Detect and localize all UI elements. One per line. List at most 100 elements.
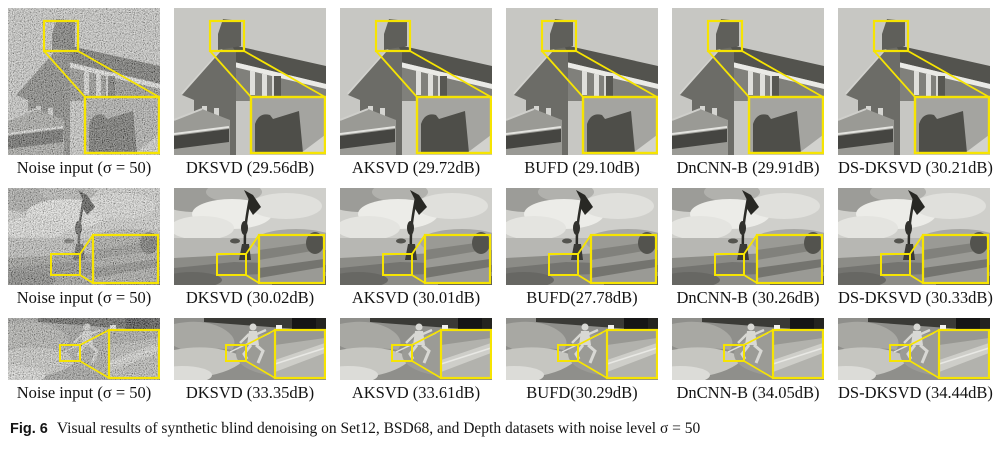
panel-label: DKSVD (33.35dB) bbox=[185, 383, 315, 402]
panel-label: BUFD (29.10dB) bbox=[524, 158, 640, 177]
zoom-connector-line bbox=[577, 329, 608, 346]
figure-panel: BUFD(27.78dB) bbox=[506, 188, 658, 307]
zoom-connector-line bbox=[743, 234, 758, 255]
zoom-region-rect bbox=[225, 344, 247, 362]
figure-panel: Noise input (σ = 50) bbox=[8, 188, 160, 307]
zoom-connector-line bbox=[577, 360, 608, 379]
denoising-result-image bbox=[672, 318, 824, 380]
zoom-region-rect bbox=[208, 19, 246, 53]
zoom-connector-line bbox=[79, 234, 94, 255]
zoom-connector-line bbox=[243, 50, 326, 98]
zoom-region-rect bbox=[548, 253, 579, 276]
denoising-result-image bbox=[506, 8, 658, 155]
zoom-connector-line bbox=[411, 274, 426, 284]
panel-label: AKSVD (30.01dB) bbox=[351, 288, 481, 307]
denoising-result-image bbox=[174, 188, 326, 285]
zoom-connector-line bbox=[43, 50, 86, 98]
zoom-connector-line bbox=[541, 50, 584, 98]
panel-label: Noise input (σ = 50) bbox=[16, 288, 152, 307]
denoising-result-image bbox=[838, 318, 990, 380]
zoom-inset-box bbox=[771, 328, 824, 380]
zoom-inset-box bbox=[755, 233, 824, 285]
zoom-region-rect bbox=[50, 253, 81, 276]
zoom-connector-line bbox=[909, 274, 924, 284]
figure-panel: DnCNN-B (34.05dB) bbox=[672, 318, 824, 402]
figure-panel: DS-DKSVD (30.21dB) bbox=[838, 8, 993, 177]
zoom-connector-line bbox=[245, 234, 260, 255]
zoom-region-rect bbox=[59, 344, 81, 362]
panel-label: Noise input (σ = 50) bbox=[16, 383, 152, 402]
zoom-inset-box bbox=[423, 233, 492, 285]
zoom-region-rect bbox=[880, 253, 911, 276]
bird-image-svg bbox=[340, 188, 492, 285]
zoom-connector-line bbox=[873, 50, 916, 98]
panel-label: AKSVD (33.61dB) bbox=[351, 383, 481, 402]
zoom-inset-box bbox=[937, 328, 990, 380]
figure-panel: AKSVD (33.61dB) bbox=[340, 318, 492, 402]
zoom-connector-line bbox=[245, 329, 276, 346]
zoom-connector-line bbox=[411, 360, 442, 379]
figure-row-bird: Noise input (σ = 50) DKSVD (30.02dB) AKS… bbox=[8, 188, 993, 307]
denoising-result-image bbox=[340, 318, 492, 380]
denoising-result-image bbox=[8, 318, 160, 380]
zoom-connector-line bbox=[411, 329, 442, 346]
denoising-result-image bbox=[174, 8, 326, 155]
zoom-region-rect bbox=[382, 253, 413, 276]
zoom-inset-box bbox=[415, 95, 492, 155]
house-image-svg bbox=[838, 8, 990, 155]
panel-label: Noise input (σ = 50) bbox=[16, 158, 152, 177]
zoom-connector-line bbox=[79, 329, 110, 346]
zoom-region-rect bbox=[889, 344, 911, 362]
panel-label: DS-DKSVD (30.33dB) bbox=[838, 288, 993, 307]
zoom-connector-line bbox=[909, 234, 924, 255]
figure-caption: Fig. 6 Visual results of synthetic blind … bbox=[8, 420, 990, 438]
denoising-result-image bbox=[838, 8, 990, 155]
denoising-result-image bbox=[672, 188, 824, 285]
zoom-region-rect bbox=[391, 344, 413, 362]
figure-grid: Noise input (σ = 50) DKSVD (29.56dB) AKS… bbox=[8, 8, 993, 402]
panel-label: DnCNN-B (34.05dB) bbox=[676, 383, 820, 402]
zoom-region-rect bbox=[723, 344, 745, 362]
denoising-result-image bbox=[838, 188, 990, 285]
figure-panel: Noise input (σ = 50) bbox=[8, 318, 160, 402]
figure-row-house: Noise input (σ = 50) DKSVD (29.56dB) AKS… bbox=[8, 8, 993, 177]
panel-label: DnCNN-B (30.26dB) bbox=[676, 288, 820, 307]
panel-label: DKSVD (29.56dB) bbox=[185, 158, 315, 177]
panel-label: DS-DKSVD (34.44dB) bbox=[838, 383, 993, 402]
zoom-connector-line bbox=[707, 50, 750, 98]
zoom-region-rect bbox=[706, 19, 744, 53]
figure-panel: DnCNN-B (29.91dB) bbox=[672, 8, 824, 177]
zoom-connector-line bbox=[245, 360, 276, 379]
zoom-region-rect bbox=[557, 344, 579, 362]
figure-panel: AKSVD (29.72dB) bbox=[340, 8, 492, 177]
zoom-region-rect bbox=[42, 19, 80, 53]
figure-panel: Noise input (σ = 50) bbox=[8, 8, 160, 177]
depth-image-svg bbox=[838, 318, 990, 380]
zoom-inset-box bbox=[249, 95, 326, 155]
figure-panel: DKSVD (33.35dB) bbox=[174, 318, 326, 402]
zoom-connector-line bbox=[77, 50, 160, 98]
denoising-result-image bbox=[8, 8, 160, 155]
zoom-inset-box bbox=[605, 328, 658, 380]
denoising-result-image bbox=[8, 188, 160, 285]
panel-label: DnCNN-B (29.91dB) bbox=[676, 158, 820, 177]
figure-panel: DKSVD (30.02dB) bbox=[174, 188, 326, 307]
zoom-inset-box bbox=[107, 328, 160, 380]
zoom-inset-box bbox=[747, 95, 824, 155]
zoom-inset-box bbox=[273, 328, 326, 380]
zoom-connector-line bbox=[907, 50, 990, 98]
zoom-connector-line bbox=[743, 329, 774, 346]
figure-panel: BUFD(30.29dB) bbox=[506, 318, 658, 402]
house-image-svg bbox=[340, 8, 492, 155]
panel-label: BUFD(27.78dB) bbox=[526, 288, 638, 307]
depth-image-svg bbox=[340, 318, 492, 380]
house-image-svg bbox=[672, 8, 824, 155]
zoom-inset-box bbox=[257, 233, 326, 285]
zoom-connector-line bbox=[909, 360, 940, 379]
zoom-inset-box bbox=[913, 95, 990, 155]
zoom-connector-line bbox=[411, 234, 426, 255]
zoom-connector-line bbox=[409, 50, 492, 98]
panel-label: AKSVD (29.72dB) bbox=[351, 158, 481, 177]
house-image-svg bbox=[8, 8, 160, 155]
panel-label: BUFD(30.29dB) bbox=[526, 383, 638, 402]
